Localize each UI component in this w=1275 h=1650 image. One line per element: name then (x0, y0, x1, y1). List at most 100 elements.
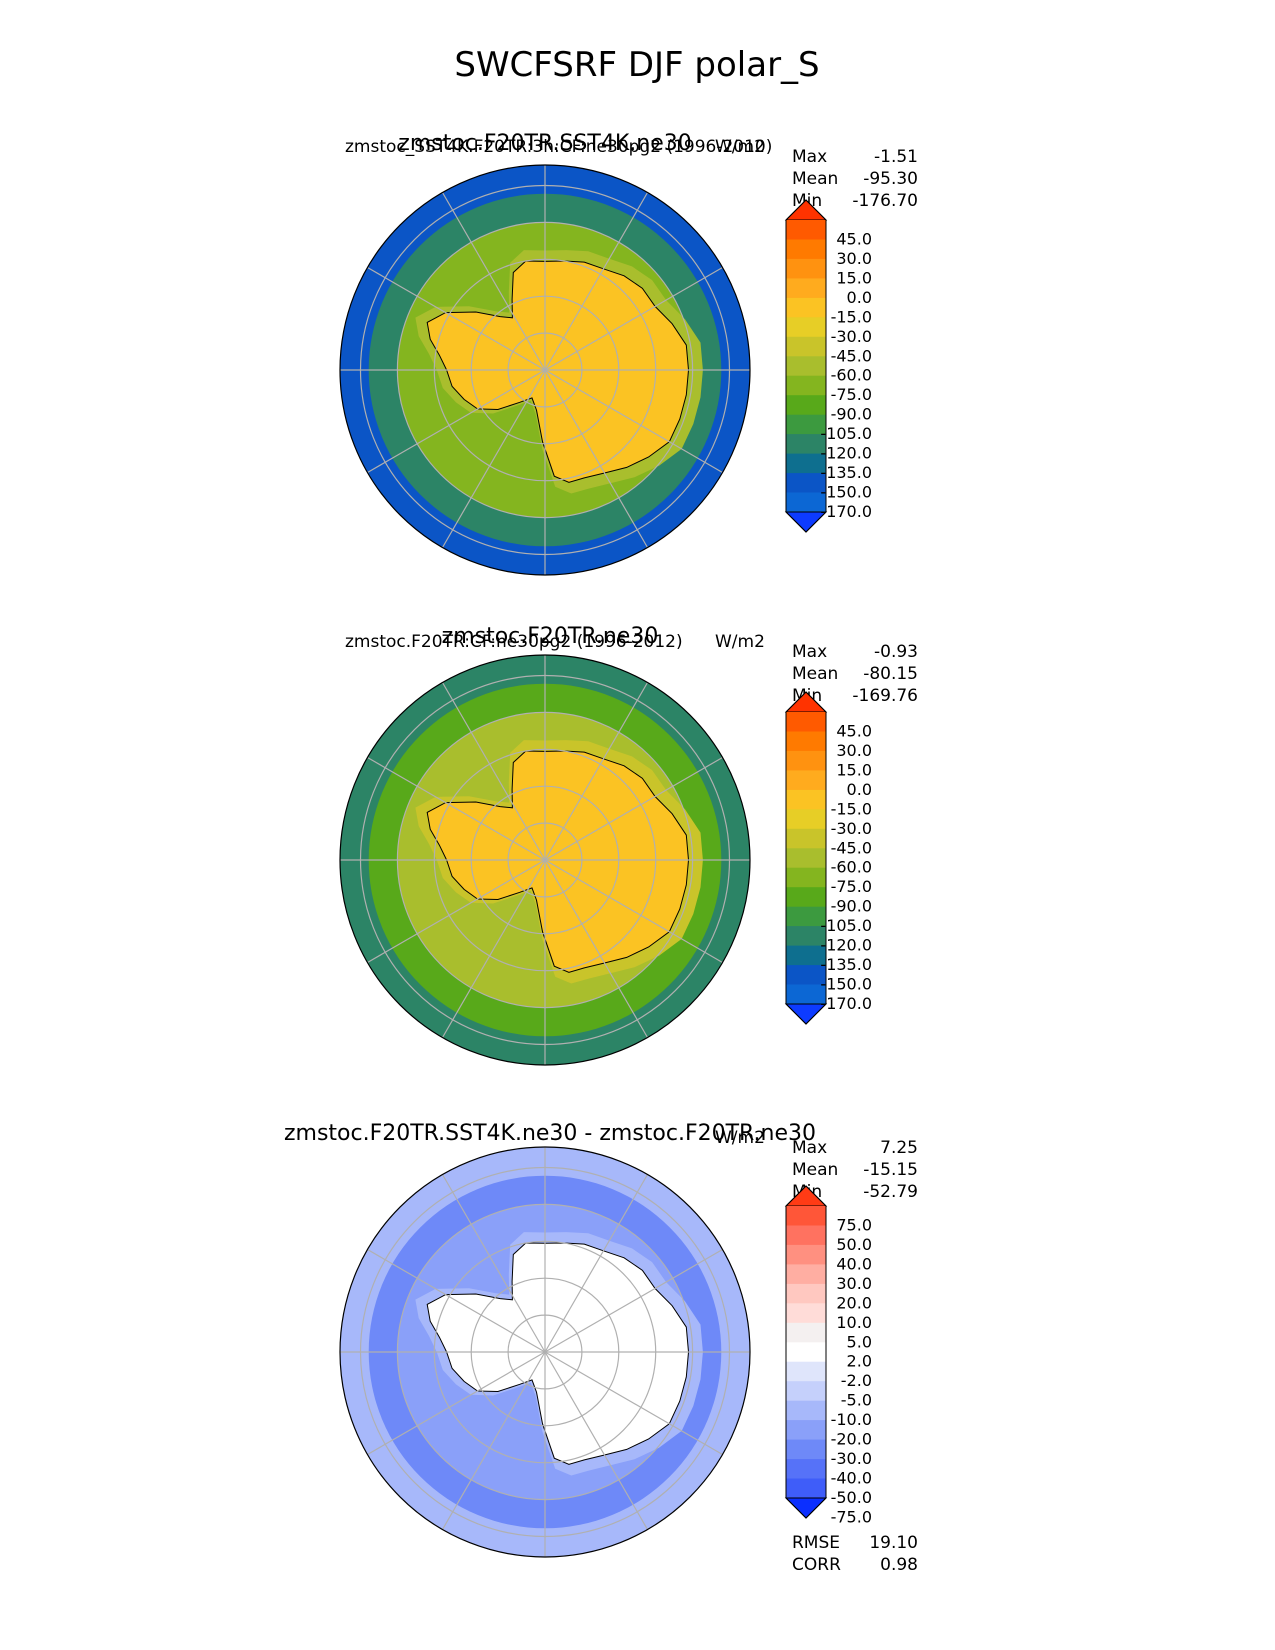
panel-1-stats: Max -1.51 Mean -95.30 Min -176.70 (792, 147, 918, 211)
colorbar-tick-label: 45.0 (836, 230, 872, 249)
colorbar-tick-label: -50.0 (831, 1488, 872, 1507)
colorbar-segment (786, 239, 826, 260)
colorbar-outline (785, 199, 827, 533)
colorbar-segment (786, 867, 826, 888)
colorbar-segment (786, 414, 826, 435)
meridian-line (367, 1248, 546, 1353)
stat-value: -169.76 (852, 686, 918, 706)
colorbar-tick-label: 30.0 (836, 1274, 872, 1293)
panel-2-map (339, 654, 751, 1066)
colorbar-tick-label: 0.0 (847, 780, 872, 799)
stat-value: -1.51 (874, 147, 918, 167)
colorbar-segment (786, 731, 826, 752)
panel-2-left-label: zmstoc.F20TR:CF:ne30pg2 (1996-2012) (345, 632, 683, 652)
meridian-line (544, 1351, 723, 1456)
meridian-line (441, 1174, 546, 1353)
colorbar-tick-label: 0.0 (847, 288, 872, 307)
colorbar-segment (786, 848, 826, 869)
colorbar-segment (786, 789, 826, 810)
map-boundary (339, 654, 751, 1066)
panel-3-map-content (339, 1146, 751, 1558)
colorbar-segment (786, 984, 826, 1005)
colorbar-extend-min (784, 1497, 828, 1519)
colorbar-segment (786, 809, 826, 830)
coastline (426, 260, 690, 483)
colorbar-tick-label: -40.0 (831, 1469, 872, 1488)
stat-label: Mean (792, 169, 838, 189)
colorbar-tick-label: -75.0 (831, 1508, 872, 1527)
stat-label: CORR (792, 1555, 841, 1575)
colorbar-tick-label: -30.0 (831, 1449, 872, 1468)
coastline (426, 750, 690, 973)
panel-3-colorbar: 75.050.040.030.020.010.05.02.0-2.0-5.0-1… (784, 1185, 872, 1527)
stat-label: Mean (792, 664, 838, 684)
meridian-line (544, 682, 649, 861)
colorbar-tick-label: -15.0 (831, 799, 872, 818)
colorbar-outline (785, 1185, 827, 1519)
colorbar-tick-label: -105.0 (820, 916, 872, 935)
meridian-line (441, 682, 546, 861)
colorbar-segment (786, 492, 826, 513)
stat-value: -52.79 (863, 1182, 918, 1202)
colorbar-segment (786, 1381, 826, 1402)
colorbar-tick-label: -90.0 (831, 897, 872, 916)
colorbar-segment (786, 906, 826, 927)
meridian-line (367, 266, 546, 371)
stat-value: -15.15 (863, 1160, 918, 1180)
colorbar-segment (786, 317, 826, 338)
colorbar-segment (786, 926, 826, 947)
stat-value: -0.93 (874, 642, 918, 662)
meridian-line (544, 1248, 723, 1353)
colorbar-segment (786, 828, 826, 849)
stat-label: RMSE (792, 1533, 840, 1553)
colorbar-segment (786, 258, 826, 279)
colorbar-tick-label: -20.0 (831, 1430, 872, 1449)
colorbar-segment (786, 1264, 826, 1285)
panel-1-left-label: zmstoc_SST4K.F20TR:3h:CF:ne30pg2 (1996-2… (345, 137, 772, 157)
colorbar-tick-label: 15.0 (836, 268, 872, 287)
colorbar-tick-label: -75.0 (831, 877, 872, 896)
map-boundary (339, 1146, 751, 1558)
colorbar-segment (786, 1400, 826, 1421)
panel-2-title: zmstoc.F20TR.ne30 (442, 624, 659, 649)
stat-value: 19.10 (869, 1533, 918, 1553)
stat-label: Mean (792, 1160, 838, 1180)
colorbar-tick-label: 30.0 (836, 249, 872, 268)
colorbar-segment (786, 278, 826, 299)
panel-3-extra-stats: RMSE 19.10 CORR 0.98 (792, 1533, 918, 1575)
colorbar-tick-label: -30.0 (831, 819, 872, 838)
colorbar-tick-label: -2.0 (841, 1371, 872, 1390)
colorbar-outline (785, 691, 827, 1025)
panel-2: zmstoc.F20TR.ne30 zmstoc.F20TR:CF:ne30pg… (339, 624, 918, 1066)
stat-label: Max (792, 147, 827, 167)
colorbar-tick-label: -105.0 (820, 424, 872, 443)
colorbar-segment (786, 1322, 826, 1343)
colorbar-tick-label: 5.0 (847, 1332, 872, 1351)
colorbar-tick-label: -30.0 (831, 327, 872, 346)
colorbar-segment (786, 1206, 826, 1227)
colorbar-tick-label: -90.0 (831, 405, 872, 424)
stat-value: 0.98 (880, 1555, 918, 1575)
colorbar-tick-label: -60.0 (831, 858, 872, 877)
colorbar-segment (786, 1244, 826, 1265)
colorbar-tick-label: -135.0 (820, 463, 872, 482)
panel-1-map (339, 164, 751, 576)
colorbar-segment (786, 375, 826, 396)
colorbar-tick-label: 15.0 (836, 760, 872, 779)
colorbar-tick-label: -60.0 (831, 366, 872, 385)
stat-label: Max (792, 1138, 827, 1158)
stat-value: -80.15 (863, 664, 918, 684)
panel-3: zmstoc.F20TR.SST4K.ne30 - zmstoc.F20TR.n… (284, 1121, 918, 1575)
colorbar-tick-label: -150.0 (820, 975, 872, 994)
colorbar-segment (786, 965, 826, 986)
meridian-line (367, 756, 546, 861)
colorbar-tick-label: -120.0 (820, 444, 872, 463)
panel-1-units: W/m2 (715, 137, 765, 157)
panel-1-colorbar: 45.030.015.00.0-15.0-30.0-45.0-60.0-75.0… (784, 199, 872, 533)
colorbar-segment (786, 1342, 826, 1363)
panel-3-stats: Max 7.25 Mean -15.15 Min -52.79 (792, 1138, 918, 1202)
colorbar-segment (786, 395, 826, 416)
colorbar-segment (786, 297, 826, 318)
colorbar-segment (786, 887, 826, 908)
panel-2-units: W/m2 (715, 632, 765, 652)
